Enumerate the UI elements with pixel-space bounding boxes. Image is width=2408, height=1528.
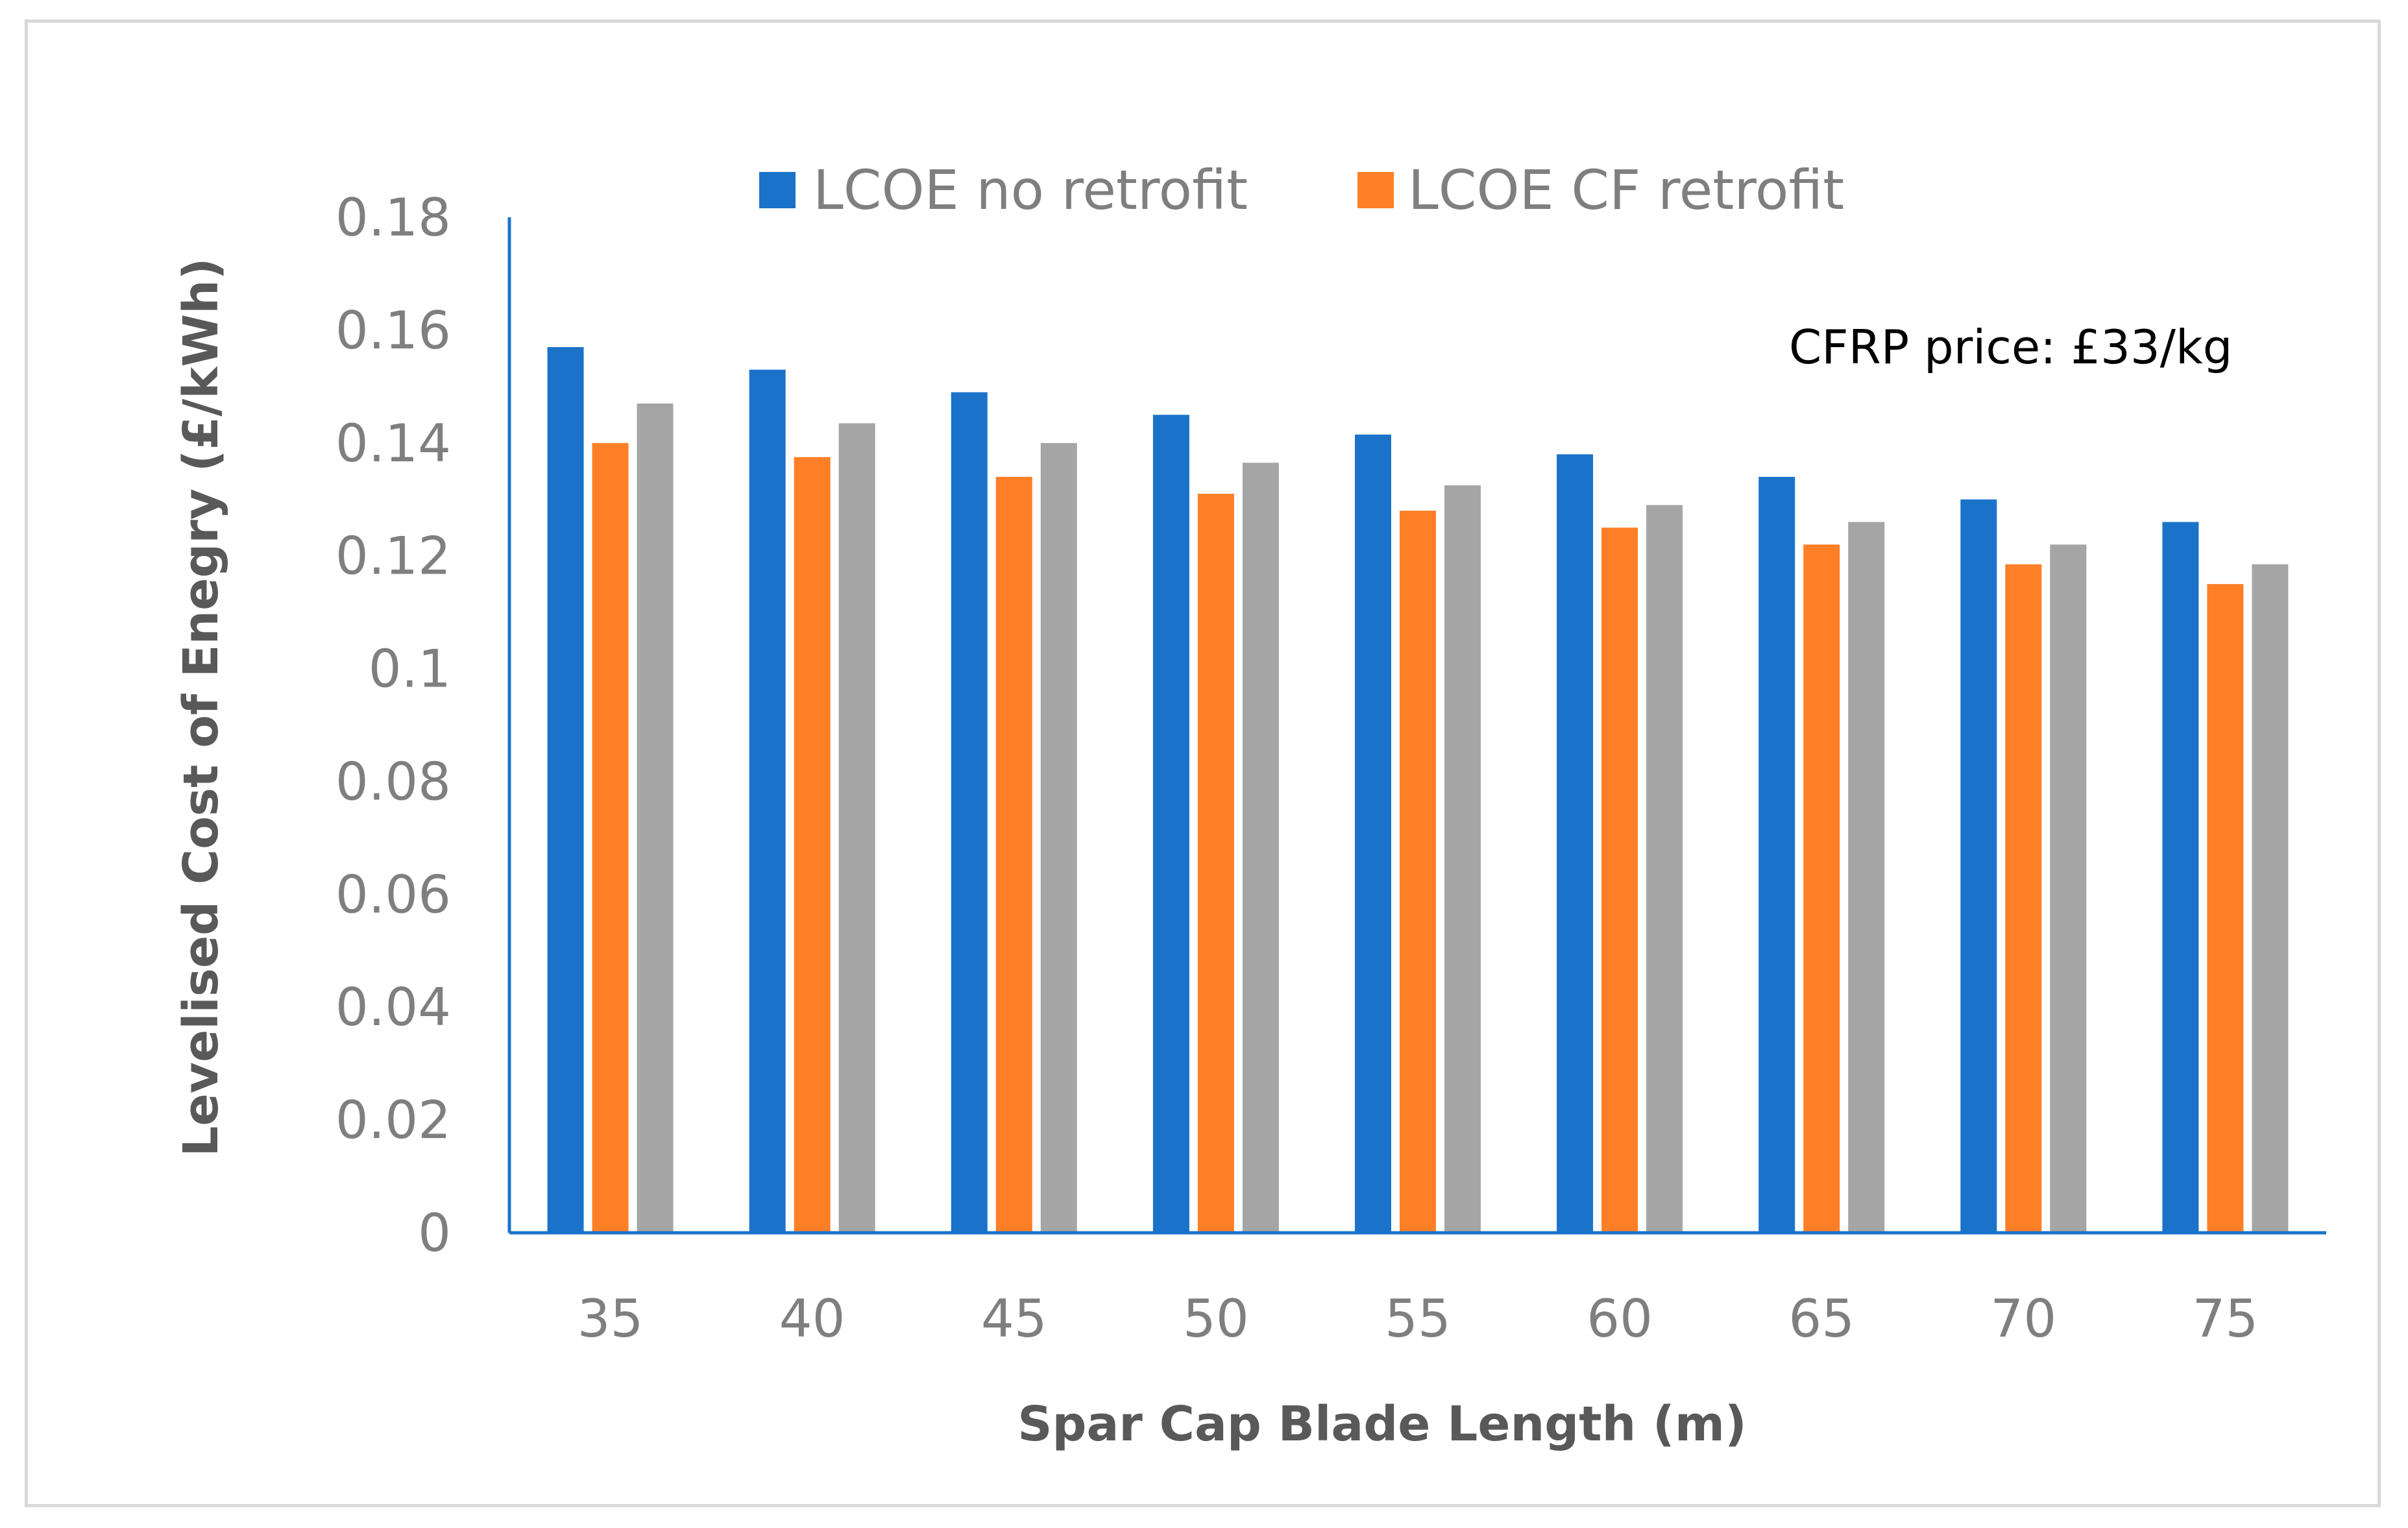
y-tick-label: 0.08 <box>335 751 451 812</box>
bar-series-0-65 <box>1758 476 1795 1233</box>
legend-label-no-retrofit: LCOE no retrofit <box>813 158 1248 222</box>
bar-series-1-55 <box>1400 511 1436 1233</box>
bar-series-1-60 <box>1601 528 1638 1233</box>
x-tick-label: 75 <box>2193 1289 2259 1349</box>
x-tick-label: 70 <box>1990 1289 2056 1349</box>
y-tick-label: 0.04 <box>335 977 451 1037</box>
legend-swatch-no-retrofit <box>759 172 796 208</box>
bar-series-2-50 <box>1242 463 1279 1233</box>
bar-series-1-70 <box>2005 564 2042 1233</box>
y-tick-label: 0.18 <box>335 188 451 248</box>
bar-series-0-35 <box>547 346 584 1233</box>
bar-series-0-50 <box>1152 415 1189 1233</box>
y-tick-label: 0.02 <box>335 1090 451 1150</box>
bar-series-2-70 <box>2050 544 2087 1233</box>
y-tick-label: 0.16 <box>335 300 451 361</box>
y-tick-label: 0 <box>418 1203 451 1263</box>
x-tick-label: 60 <box>1587 1289 1653 1349</box>
bar-series-1-65 <box>1803 544 1840 1233</box>
y-tick-label: 0.14 <box>335 413 451 474</box>
bar-series-2-75 <box>2252 564 2289 1233</box>
y-tick-label: 0.06 <box>335 864 451 925</box>
x-tick-label: 65 <box>1788 1289 1855 1349</box>
bar-series-2-55 <box>1444 485 1481 1233</box>
bar-series-1-75 <box>2207 584 2244 1233</box>
bars-group <box>547 346 2289 1233</box>
bar-series-0-40 <box>749 369 786 1233</box>
bar-series-1-45 <box>995 476 1032 1233</box>
y-tick-label: 0.12 <box>335 526 451 587</box>
x-tick-label: 35 <box>578 1289 644 1349</box>
bar-series-2-45 <box>1040 443 1077 1233</box>
x-tick-label: 40 <box>779 1289 845 1349</box>
x-tick-label: 50 <box>1183 1289 1249 1349</box>
bar-series-2-65 <box>1848 522 1885 1233</box>
legend-swatch-cf-retrofit <box>1357 172 1394 208</box>
y-axis-title: Levelised Cost of Enegry (£/kWh) <box>173 258 229 1156</box>
bar-series-0-70 <box>1960 499 1997 1233</box>
bar-series-0-45 <box>951 392 988 1233</box>
x-tick-label: 45 <box>981 1289 1047 1349</box>
x-axis-title: Spar Cap Blade Length (m) <box>1017 1396 1747 1452</box>
bar-series-1-40 <box>794 457 831 1233</box>
y-tick-label: 0.1 <box>369 639 451 699</box>
bar-series-2-40 <box>838 423 875 1233</box>
bar-series-0-75 <box>2162 522 2199 1233</box>
bar-series-0-55 <box>1355 434 1391 1233</box>
bar-series-0-60 <box>1557 454 1594 1233</box>
y-tick-labels: 0 0.02 0.04 0.06 0.08 0.1 0.12 0.14 0.16 0.18 <box>335 188 451 1263</box>
x-tick-labels: 35 40 45 50 55 60 65 70 75 <box>578 1289 2259 1349</box>
x-tick-label: 55 <box>1385 1289 1451 1349</box>
bar-series-2-60 <box>1646 505 1683 1233</box>
bar-series-1-35 <box>592 443 629 1233</box>
bar-series-2-35 <box>637 403 674 1233</box>
bar-series-1-50 <box>1197 494 1234 1233</box>
annotation-cfrp-price: CFRP price: £33/kg <box>1789 320 2232 374</box>
legend: LCOE no retrofit LCOE CF retrofit <box>759 158 1844 222</box>
legend-label-cf-retrofit: LCOE CF retrofit <box>1408 158 1844 222</box>
